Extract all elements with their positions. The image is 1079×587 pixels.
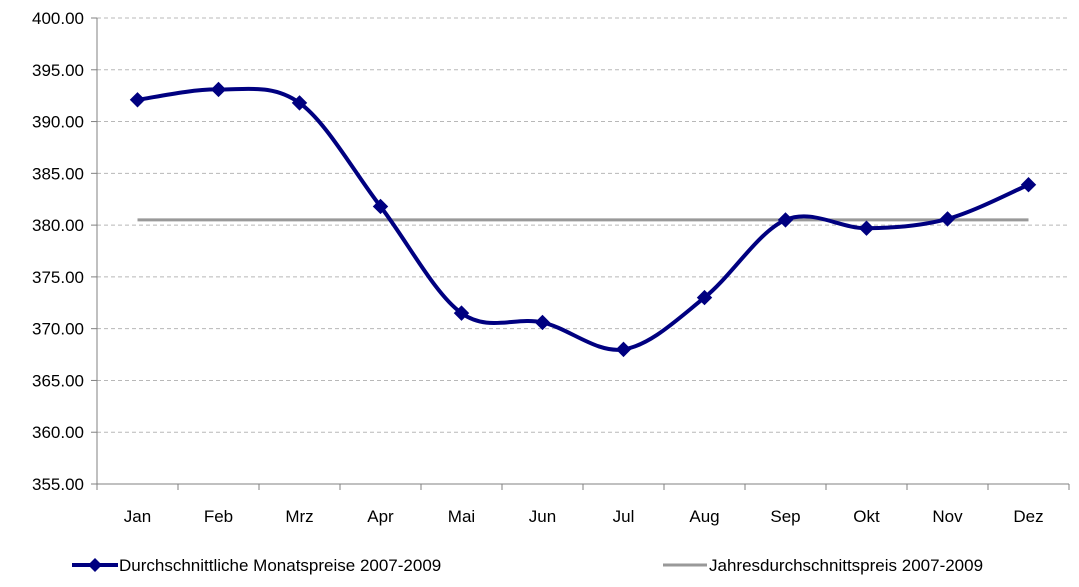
y-tick-label: 360.00 — [32, 423, 84, 442]
y-tick-label: 385.00 — [32, 164, 84, 183]
y-tick-label: 355.00 — [32, 475, 84, 494]
grid-layer — [97, 17, 1069, 433]
legend-label-monthly-prices: Durchschnittliche Monatspreise 2007-2009 — [119, 556, 441, 575]
x-tick-label: Mai — [448, 507, 475, 526]
y-tick-label: 370.00 — [32, 320, 84, 339]
data-point-marker — [534, 314, 551, 331]
y-tick-label: 365.00 — [32, 371, 84, 390]
data-point-marker — [453, 305, 470, 321]
legend-label-annual-average: Jahresdurchschnittspreis 2007-2009 — [709, 556, 983, 575]
x-tick-label: Nov — [932, 507, 963, 526]
y-tick-label: 390.00 — [32, 113, 84, 132]
x-tick-label: Sep — [770, 507, 800, 526]
legend-marker-diamond — [88, 558, 102, 572]
data-point-marker — [696, 289, 713, 306]
data-point-marker — [777, 212, 794, 228]
x-tick-label: Apr — [367, 507, 394, 526]
x-tick-label: Aug — [689, 507, 719, 526]
data-point-marker — [1020, 177, 1037, 193]
x-tick-label: Jun — [529, 507, 556, 526]
x-tick-label: Jan — [124, 507, 151, 526]
data-point-marker — [129, 92, 146, 108]
axis-layer: 355.00 360.00 365.00 370.00 375.00 380.00 385.… — [32, 9, 1070, 526]
x-tick-label: Jul — [613, 507, 635, 526]
data-point-marker — [210, 81, 227, 98]
series-layer — [129, 81, 1037, 358]
y-tick-label: 375.00 — [32, 268, 84, 287]
data-point-marker — [615, 341, 632, 358]
data-point-marker — [372, 198, 389, 215]
data-point-marker — [291, 95, 308, 111]
x-tick-label: Mrz — [285, 507, 313, 526]
x-tick-label: Okt — [853, 507, 880, 526]
data-point-marker — [939, 211, 956, 227]
legend: Durchschnittliche Monatspreise 2007-2009… — [72, 556, 983, 575]
x-tick-label: Dez — [1013, 507, 1043, 526]
y-tick-label: 380.00 — [32, 216, 84, 235]
x-tick-label: Feb — [204, 507, 233, 526]
data-point-marker — [858, 220, 875, 236]
y-tick-label: 400.00 — [32, 9, 84, 28]
y-tick-label: 395.00 — [32, 61, 84, 80]
